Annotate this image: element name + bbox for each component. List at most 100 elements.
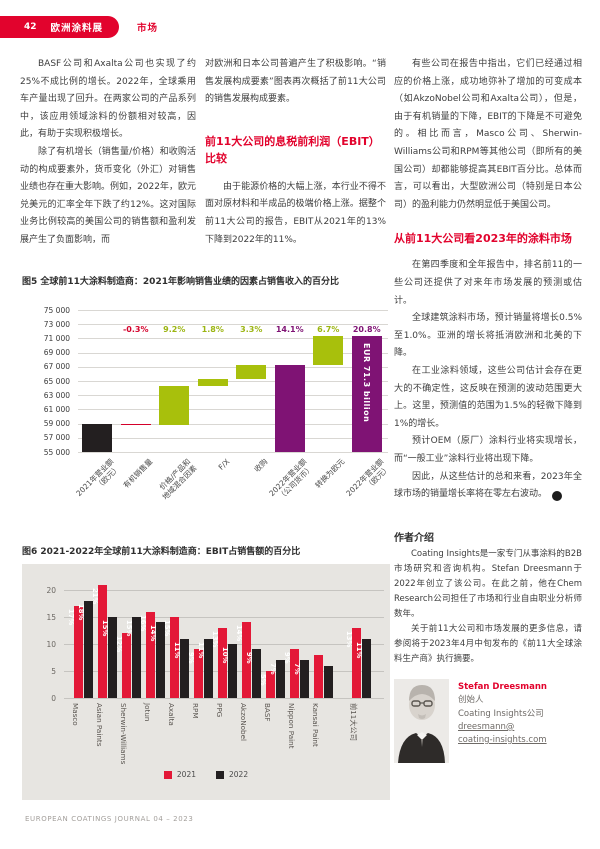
author-email-link[interactable]: dreesmann@ coating-insights.com	[458, 721, 547, 745]
waterfall-bar	[120, 423, 151, 426]
section-heading-ebit: 前11大公司的息税前利润（EBIT）比较	[205, 134, 380, 165]
ebit-bar-2022	[204, 638, 213, 698]
author-info: Stefan Dreesmann 创始人 Coating Insights公司 …	[458, 679, 547, 763]
figure6-title: 图6 2021-2022年全球前11大涂料制造商：EBIT占销售额的百分比	[22, 547, 301, 557]
y-axis-tick-label: 59 000	[43, 419, 70, 429]
x-axis-category-label: Kansai Paint	[310, 703, 320, 747]
article-paragraph: 因此，从这些估计的总和来看，2023年全球市场的销量增长率将在零左右波动。 ❮	[394, 469, 582, 504]
gridline	[78, 366, 388, 368]
text-column-1: BASF公司和Axalta公司也实现了约25%不成比例的增长。2022年，全球乘…	[20, 56, 196, 250]
y-axis-tick-label: 73 000	[43, 319, 70, 329]
waterfall-pct-label: -0.3%	[122, 325, 149, 334]
y-axis-tick-label: 63 000	[43, 390, 70, 400]
x-axis-category-label: 2022年营业额 （欧元）	[344, 457, 392, 499]
x-axis-category-label: 前11大公司	[348, 703, 358, 741]
x-axis-category-label: AkzoNobel	[238, 703, 248, 742]
text-column-3: 有些公司在报告中指出，它们已经通过相应的价格上涨，成功地弥补了增加的可变成本（如…	[394, 56, 582, 764]
x-axis-category-label: Asian Paints	[94, 703, 104, 747]
x-axis-category-label: PPG	[214, 703, 224, 718]
figure5-waterfall-chart: 图5 全球前11大涂料制造商：2021年影响销售业绩的因素占销售收入的百分比 5…	[22, 276, 392, 538]
bar-value-label: 12%	[114, 636, 123, 653]
gridline	[78, 423, 388, 425]
ebit-bar-2021	[98, 584, 107, 698]
category-label: 市场	[137, 23, 159, 34]
author-name: Stefan Dreesmann	[458, 682, 547, 693]
bar-value-label: 16%	[138, 614, 147, 631]
section-heading-2023-market: 从前11大公司看2023年的涂料市场	[394, 232, 572, 246]
ebit-bar-2022	[108, 617, 117, 698]
ebit-bar-2021	[352, 627, 361, 698]
bar-value-label: 10%	[220, 647, 229, 664]
bar-value-label: 14%	[234, 625, 243, 642]
y-axis-tick-label: 10	[46, 639, 56, 649]
bar-value-label: 5%	[258, 674, 267, 686]
x-axis-category-label: Nippon Paint	[286, 703, 296, 749]
y-axis-tick-label: 20	[46, 585, 56, 595]
waterfall-bar	[197, 378, 228, 387]
bar-value-label: 7%	[292, 663, 301, 675]
ebit-bar-2022	[180, 638, 189, 698]
author-photo	[394, 679, 449, 764]
waterfall-pct-label: 9.2%	[163, 325, 186, 334]
x-axis-category-label: BASF	[262, 703, 272, 722]
ebit-bar-2021	[290, 649, 299, 698]
y-axis-tick-label: 71 000	[43, 333, 70, 343]
gridline	[78, 437, 388, 439]
section-title: 欧洲涂料展	[50, 23, 104, 34]
author-portrait-illustration	[394, 679, 449, 764]
bar-value-label: 13%	[344, 630, 353, 648]
x-axis-category-label: RPM	[190, 703, 200, 719]
gridline	[64, 698, 384, 699]
y-axis-tick-label: 69 000	[43, 348, 70, 358]
bar-value-label: 7%	[268, 663, 277, 675]
x-axis-category-label: Jotun	[142, 703, 152, 722]
gridline	[78, 310, 388, 311]
bar-value-label: 15%	[124, 620, 133, 637]
chart-legend: 2021 2022	[22, 770, 390, 779]
waterfall-bar	[236, 364, 267, 379]
ebit-bar-2021	[242, 622, 251, 698]
bar-value-label: 9%	[244, 652, 253, 664]
ebit-bar-2021	[170, 617, 179, 698]
ebit-bar-2021	[146, 611, 155, 698]
ebit-bar-2022	[324, 665, 333, 698]
gridline	[78, 452, 388, 453]
waterfall-pct-label: 1.8%	[201, 325, 224, 334]
ebit-bar-2022	[228, 644, 237, 698]
fig5-xlabels: 2021年营业额 （欧元） 有机销售量 价格/产品和 地域混合因素 F/X 收购 2022…	[22, 452, 392, 538]
author-role: 创始人	[458, 695, 484, 706]
figure5-title: 图5 全球前11大涂料制造商：2021年影响销售业绩的因素占销售收入的百分比	[22, 277, 339, 287]
article-paragraph: BASF公司和Axalta公司也实现了约25%不成比例的增长。2022年，全球乘…	[20, 59, 196, 140]
y-axis-tick-label: 61 000	[43, 404, 70, 414]
text-column-2: 对欧洲和日本公司普遍产生了积极影响。“销售发展构成要素”图表再次概括了前11大公…	[205, 56, 386, 249]
bar-value-label: 11%	[172, 641, 181, 658]
ebit-bar-2021	[266, 671, 275, 698]
bar-value-label: 17%	[66, 609, 75, 626]
y-axis-tick-label: 0	[51, 693, 56, 703]
gridline	[78, 324, 388, 326]
waterfall-bar	[313, 336, 344, 365]
ebit-bar-2022	[84, 600, 93, 698]
waterfall-pct-label: 6.7%	[317, 325, 340, 334]
y-axis-tick-label: 65 000	[43, 376, 70, 386]
legend-swatch	[163, 770, 172, 779]
ebit-bar-2022	[276, 660, 285, 698]
bar-value-label: 14%	[148, 625, 157, 642]
bar-value-label: 9%	[282, 652, 291, 664]
article-paragraph: 在第四季度和全年报告中，排名前11的一些公司还提供了对来年市场发展的预测或估计。	[394, 260, 582, 306]
article-paragraph: 在工业涂料领域，这些公司估计会存在更大的不确定性，这反映在预测的波动范围更大上。…	[394, 365, 582, 429]
waterfall-bar	[82, 423, 113, 452]
waterfall-pct-label: 3.3%	[240, 325, 263, 334]
ebit-bar-2021	[218, 627, 227, 698]
x-axis-category-label: Masco	[70, 703, 80, 726]
ebit-bar-2022	[132, 617, 141, 698]
gridline	[78, 395, 388, 397]
gridline	[64, 590, 384, 591]
legend-swatch	[216, 770, 224, 779]
y-axis-tick-label: 55 000	[43, 447, 70, 457]
legend-item: 2022	[216, 770, 248, 779]
waterfall-bar	[274, 364, 305, 452]
figure6-ebit-bar-chart: 图6 2021-2022年全球前11大涂料制造商：EBIT占销售额的百分比 0 5…	[22, 546, 390, 800]
author-card: Stefan Dreesmann 创始人 Coating Insights公司 …	[394, 679, 582, 764]
waterfall-bar	[351, 336, 382, 452]
